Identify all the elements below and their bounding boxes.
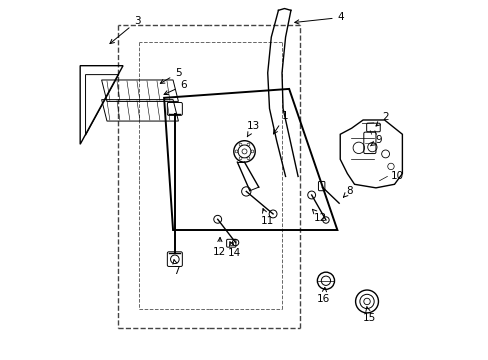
Text: 8: 8 bbox=[343, 186, 352, 197]
Text: 15: 15 bbox=[362, 307, 375, 323]
Text: 16: 16 bbox=[317, 287, 330, 303]
Text: 1: 1 bbox=[273, 111, 288, 134]
Text: 5: 5 bbox=[160, 68, 182, 84]
Text: 4: 4 bbox=[294, 13, 344, 24]
Text: 13: 13 bbox=[246, 121, 260, 137]
Text: 3: 3 bbox=[110, 16, 141, 44]
Text: 7: 7 bbox=[173, 260, 180, 276]
Text: 9: 9 bbox=[370, 135, 381, 146]
Text: 10: 10 bbox=[390, 171, 403, 181]
Text: 12: 12 bbox=[212, 238, 225, 257]
Text: 14: 14 bbox=[227, 242, 241, 258]
Text: 2: 2 bbox=[375, 112, 388, 126]
Text: 11: 11 bbox=[261, 209, 274, 226]
Bar bbox=[229, 242, 233, 245]
Text: 6: 6 bbox=[164, 80, 187, 95]
Text: 12: 12 bbox=[312, 209, 326, 222]
